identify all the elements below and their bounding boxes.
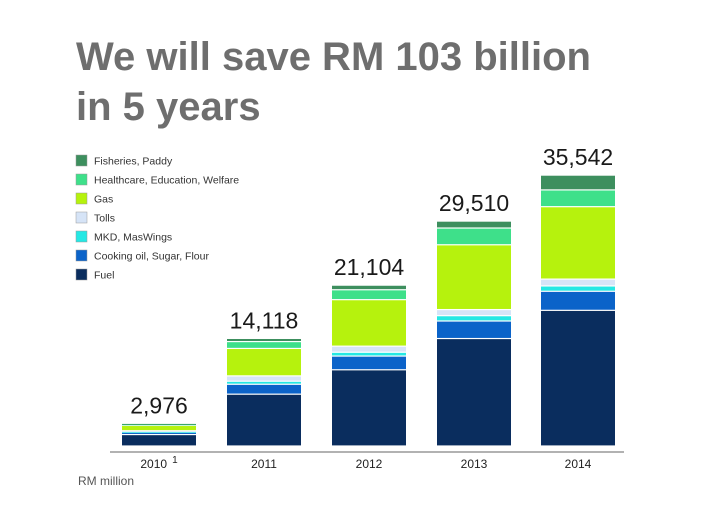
x-tick-text: 2010 — [140, 457, 167, 471]
bar-segment-2014-tolls — [541, 279, 615, 286]
bar-segment-2014-mkd-maswings — [541, 286, 615, 291]
legend-label: Tolls — [94, 213, 115, 225]
bar-segment-2010-cooking-oil-sugar-flour — [122, 432, 196, 434]
legend-swatch — [75, 230, 88, 243]
bar-segment-2011-tolls — [227, 376, 301, 381]
bars — [122, 175, 615, 446]
bar-segment-2013-mkd-maswings — [437, 316, 511, 321]
legend-swatch — [75, 192, 88, 205]
legend-item-healthcare-education-welfare: Healthcare, Education, Welfare — [75, 173, 239, 187]
bar-segment-2013-fisheries-paddy — [437, 221, 511, 228]
legend-item-fuel: Fuel — [75, 268, 114, 282]
bar-segment-2010-gas — [122, 426, 196, 431]
bar-segment-2010-fisheries-paddy — [122, 423, 196, 425]
bar-2011 — [227, 338, 301, 446]
chart-title-line-1: We will save RM 103 billion — [76, 35, 591, 79]
x-tick-label-2012: 2012 — [356, 457, 383, 471]
x-tick-text: 2013 — [461, 457, 488, 471]
bar-segment-2012-mkd-maswings — [332, 352, 406, 356]
total-label-2012: 21,104 — [334, 254, 405, 280]
total-label-2010: 2,976 — [130, 392, 188, 418]
legend-label: Fisheries, Paddy — [94, 156, 173, 168]
bar-segment-2010-fuel — [122, 435, 196, 446]
total-label-2013: 29,510 — [439, 190, 509, 216]
x-tick-text: 2011 — [251, 457, 277, 471]
x-tick-label-2011: 2011 — [251, 457, 277, 471]
legend-swatch — [75, 154, 88, 167]
bar-segment-2012-tolls — [332, 346, 406, 352]
x-tick-label-2013: 2013 — [461, 457, 488, 471]
legend-swatch — [75, 268, 88, 281]
bar-segment-2014-cooking-oil-sugar-flour — [541, 291, 615, 310]
legend-item-fisheries-paddy: Fisheries, Paddy — [75, 154, 173, 168]
legend-swatch — [75, 173, 88, 186]
x-tick-label-2010: 2010 1 — [140, 455, 178, 472]
bar-segment-2012-cooking-oil-sugar-flour — [332, 356, 406, 370]
bar-2012 — [332, 285, 406, 446]
bar-segment-2012-fuel — [332, 370, 406, 446]
bar-segment-2012-healthcare-education-welfare — [332, 290, 406, 300]
legend-item-gas: Gas — [75, 192, 113, 206]
bar-segment-2014-healthcare-education-welfare — [541, 190, 615, 207]
bar-segment-2014-fuel — [541, 310, 615, 446]
x-tick-text: 2014 — [565, 457, 592, 471]
bar-segment-2013-tolls — [437, 310, 511, 316]
legend-swatch — [75, 211, 88, 224]
bar-segment-2013-cooking-oil-sugar-flour — [437, 321, 511, 338]
x-tick-text: 2012 — [356, 457, 383, 471]
bar-segment-2011-gas — [227, 349, 301, 376]
chart-title-line-2: in 5 years — [76, 85, 261, 129]
bar-segment-2014-gas — [541, 207, 615, 279]
bar-segment-2010-mkd-maswings — [122, 432, 196, 433]
bar-segment-2011-healthcare-education-welfare — [227, 342, 301, 348]
legend-item-tolls: Tolls — [75, 211, 115, 225]
unit-label: RM million — [78, 474, 134, 488]
x-tick-label-2014: 2014 — [565, 457, 592, 471]
legend-item-cooking-oil-sugar-flour: Cooking oil, Sugar, Flour — [75, 249, 209, 263]
bar-segment-2010-tolls — [122, 431, 196, 433]
bar-2014 — [541, 175, 615, 446]
legend-label: MKD, MasWings — [94, 232, 172, 244]
bar-segment-2011-mkd-maswings — [227, 381, 301, 384]
legend-swatch — [75, 249, 88, 262]
bar-segment-2014-fisheries-paddy — [541, 175, 615, 190]
bar-segment-2011-cooking-oil-sugar-flour — [227, 384, 301, 394]
legend-label: Gas — [94, 194, 113, 206]
bar-segment-2011-fuel — [227, 394, 301, 446]
x-axis-ticks: 2010 1 2011 2012 2013 2014 — [140, 455, 591, 472]
legend-label: Healthcare, Education, Welfare — [94, 175, 239, 187]
legend-item-mkd-maswings: MKD, MasWings — [75, 230, 172, 244]
total-label-2011: 14,118 — [230, 307, 299, 333]
footnote-marker: 1 — [172, 455, 178, 466]
legend-label: Fuel — [94, 270, 114, 282]
bar-segment-2012-gas — [332, 300, 406, 346]
legend-label: Cooking oil, Sugar, Flour — [94, 251, 209, 263]
bar-2013 — [437, 221, 511, 446]
bar-segment-2010-healthcare-education-welfare — [122, 424, 196, 426]
bar-segment-2013-healthcare-education-welfare — [437, 228, 511, 245]
total-label-2014: 35,542 — [543, 144, 613, 170]
legend: Fisheries, Paddy Healthcare, Education, W… — [75, 154, 239, 282]
total-labels: 2,976 14,118 21,104 29,510 35,542 — [130, 144, 613, 418]
bar-segment-2013-fuel — [437, 339, 511, 446]
bar-2010 — [122, 423, 196, 446]
bar-segment-2013-gas — [437, 245, 511, 309]
bar-segment-2011-fisheries-paddy — [227, 338, 301, 341]
bar-segment-2012-fisheries-paddy — [332, 285, 406, 290]
